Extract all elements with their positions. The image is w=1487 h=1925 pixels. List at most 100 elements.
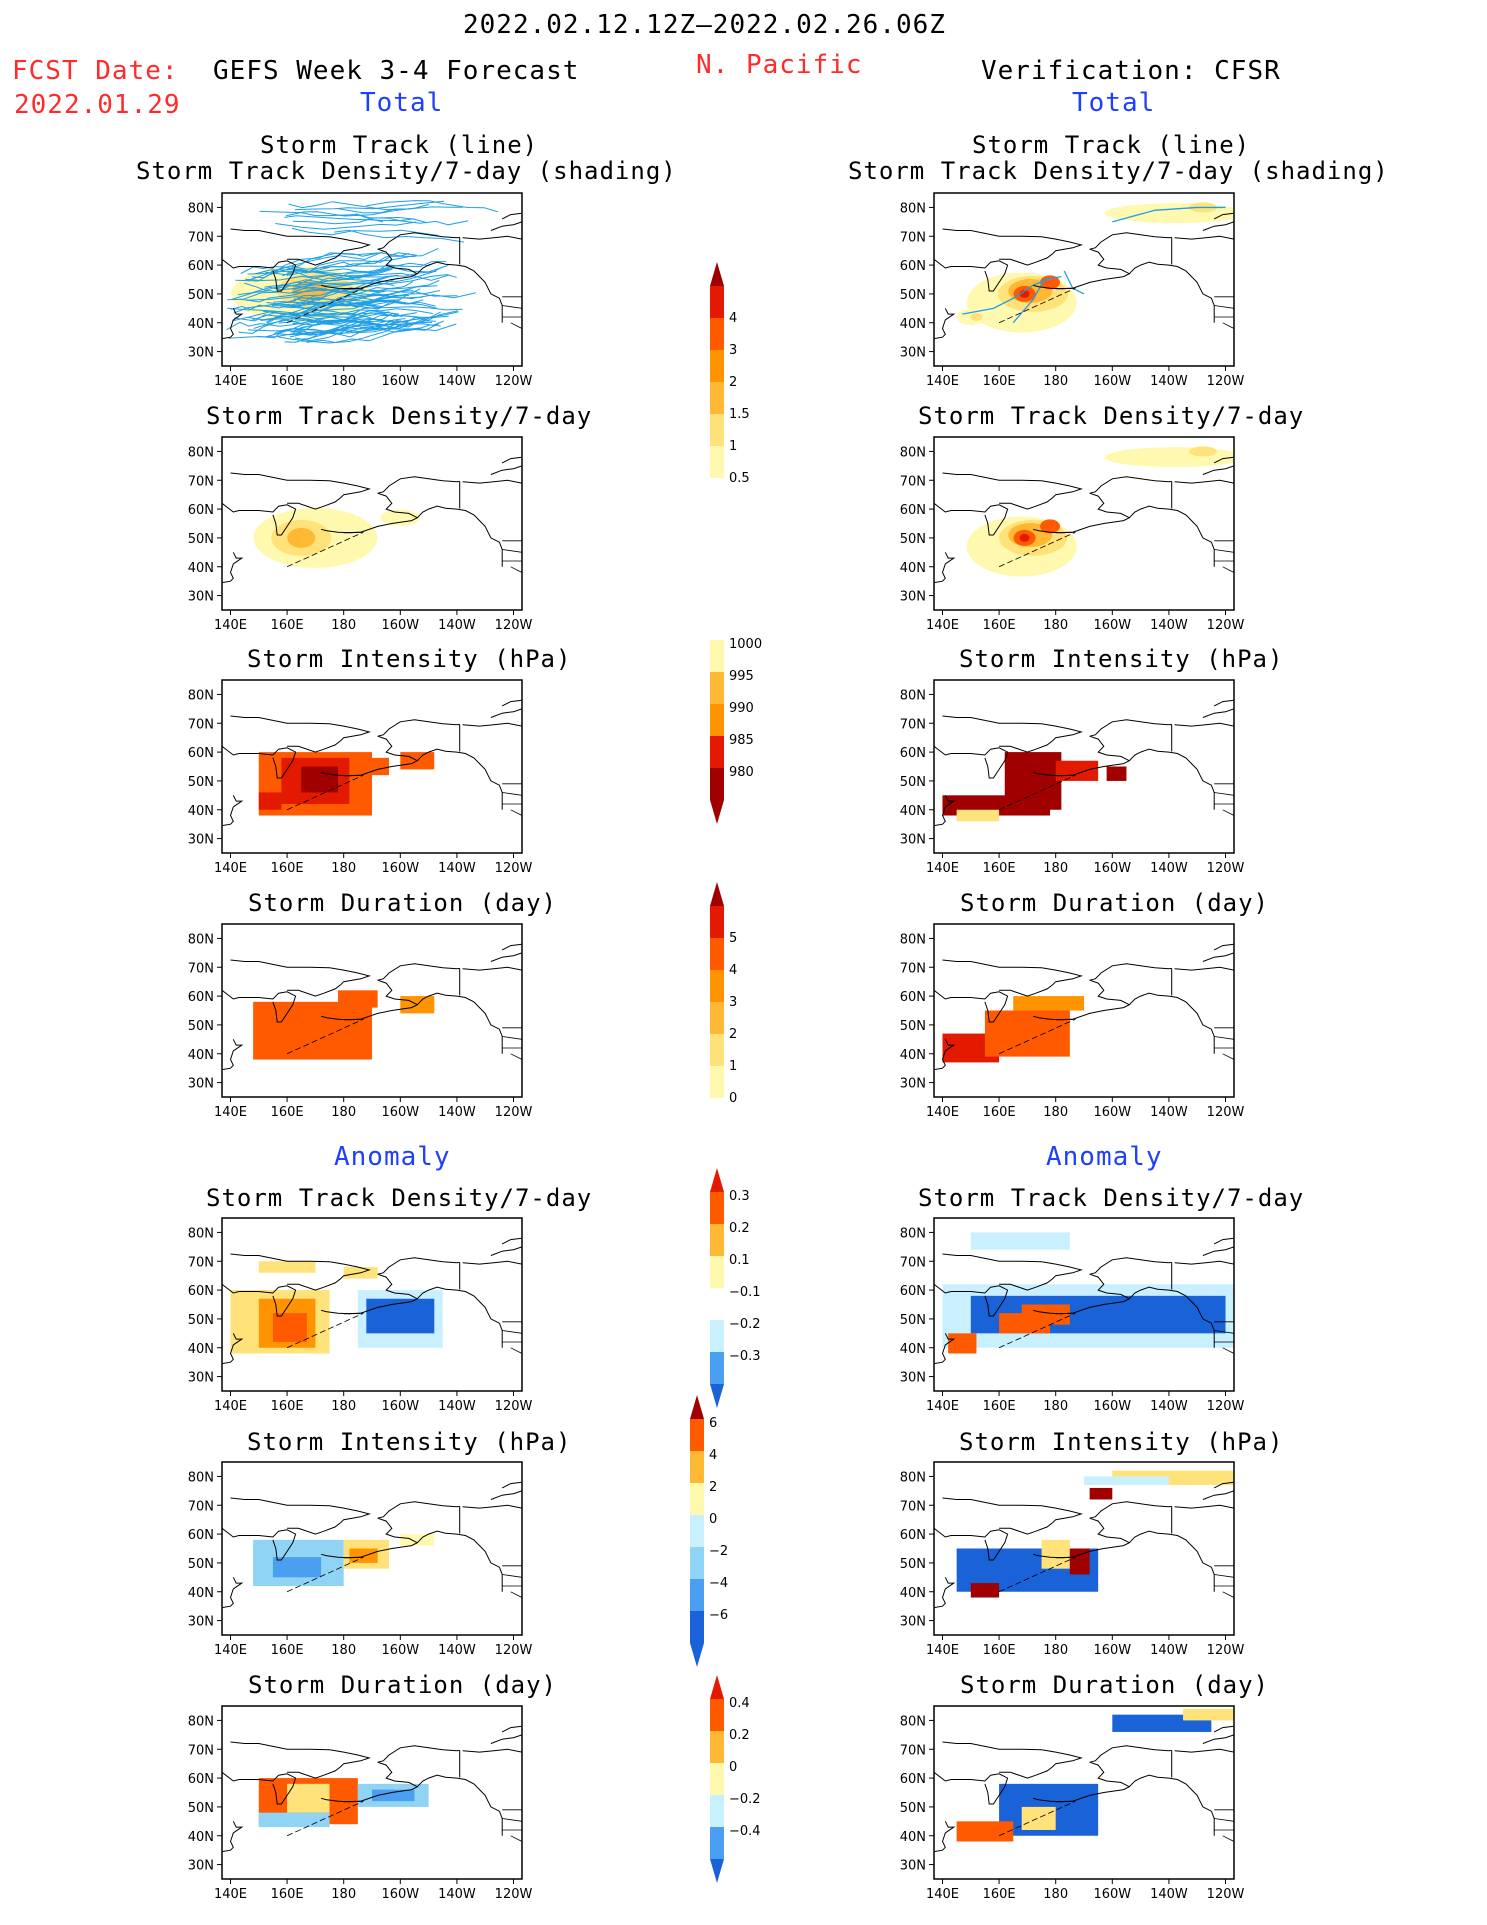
verification-title: Verification: CFSR	[981, 56, 1281, 86]
lat-tick-label: 70N	[188, 717, 214, 732]
colorbar-tick-label: 0	[729, 1091, 737, 1106]
lat-tick-label: 30N	[188, 1077, 214, 1092]
lon-tick-label: 160W	[1093, 374, 1131, 389]
colorbar-intensity-anomaly: 6 4 2 0 −2 −4 −6	[690, 1395, 780, 1681]
lat-tick-label: 70N	[900, 717, 926, 732]
lat-tick-label: 30N	[900, 1077, 926, 1092]
lon-tick-label: 180	[1043, 1105, 1068, 1120]
lat-tick-label: 70N	[188, 1499, 214, 1514]
colorbar-tick-label: 1.5	[729, 407, 750, 422]
lat-tick-label: 40N	[188, 1586, 214, 1601]
lon-tick-label: 160W	[1093, 1105, 1131, 1120]
lat-tick-label: 40N	[900, 1342, 926, 1357]
lat-tick-label: 50N	[188, 775, 214, 790]
colorbar-tick-label: 985	[729, 733, 754, 748]
colorbar-duration-total: 5 4 3 2 1 0	[710, 882, 800, 1112]
colorbar-tick-label: 2	[729, 375, 737, 390]
left-trackline-title-2: Storm Track Density/7-day (shading)	[136, 157, 677, 185]
lon-tick-label: 180	[1043, 1399, 1068, 1414]
lon-tick-label: 140E	[926, 618, 959, 633]
lon-tick-label: 120W	[495, 1643, 533, 1658]
lon-tick-label: 160W	[1093, 1887, 1131, 1902]
lat-tick-label: 70N	[900, 961, 926, 976]
colorbar-tick-label: 2	[729, 1027, 737, 1042]
lat-tick-label: 50N	[188, 1313, 214, 1328]
lat-tick-label: 50N	[900, 1557, 926, 1572]
lat-tick-label: 50N	[900, 1313, 926, 1328]
lat-tick-label: 30N	[900, 833, 926, 848]
lon-tick-label: 180	[331, 1643, 356, 1658]
lon-tick-label: 180	[1043, 374, 1068, 389]
lat-tick-label: 40N	[188, 1830, 214, 1845]
right-intensity-title: Storm Intensity (hPa)	[959, 645, 1284, 673]
colorbar-tick-label: 995	[729, 669, 754, 684]
lon-tick-label: 160W	[381, 1105, 419, 1120]
lon-tick-label: 140E	[214, 861, 247, 876]
lon-tick-label: 120W	[495, 1399, 533, 1414]
lat-tick-label: 60N	[900, 990, 926, 1005]
lat-tick-label: 60N	[188, 990, 214, 1005]
lat-tick-label: 50N	[188, 288, 214, 303]
lat-tick-label: 70N	[900, 1255, 926, 1270]
colorbar-tick-label: 4	[709, 1448, 717, 1463]
lat-tick-label: 80N	[900, 201, 926, 216]
colorbar-tick-label: 4	[729, 311, 737, 326]
colorbar-tick-label: 5	[729, 931, 737, 946]
colorbar-tick-label: 0.3	[729, 1189, 750, 1204]
lon-tick-label: 140W	[1150, 618, 1188, 633]
colorbar-tick-label: −0.2	[729, 1317, 761, 1332]
colorbar-tick-label: −0.4	[729, 1824, 761, 1839]
lat-tick-label: 40N	[188, 1048, 214, 1063]
lat-tick-label: 70N	[900, 230, 926, 245]
lat-tick-label: 40N	[900, 1830, 926, 1845]
lon-tick-label: 180	[331, 618, 356, 633]
lon-tick-label: 140W	[1150, 1105, 1188, 1120]
lon-tick-label: 180	[1043, 861, 1068, 876]
colorbar-tick-label: 3	[729, 343, 737, 358]
lat-tick-label: 60N	[188, 1772, 214, 1787]
lat-tick-label: 70N	[188, 961, 214, 976]
lat-tick-label: 30N	[188, 346, 214, 361]
left-duration-map: 80N 70N 60N 50N 40N 30N 140E 160E 180 160W 140W 120…	[188, 923, 532, 1125]
lon-tick-label: 140E	[926, 1643, 959, 1658]
lat-tick-label: 30N	[188, 1371, 214, 1386]
left-anom-duration-title: Storm Duration (day)	[248, 1671, 557, 1699]
lon-tick-label: 120W	[495, 1105, 533, 1120]
lat-tick-label: 60N	[900, 503, 926, 518]
lat-tick-label: 60N	[188, 1528, 214, 1543]
lat-tick-label: 60N	[900, 1528, 926, 1543]
left-intensity-title: Storm Intensity (hPa)	[247, 645, 572, 673]
lat-tick-label: 40N	[900, 1048, 926, 1063]
lat-tick-label: 50N	[900, 1019, 926, 1034]
right-anom-density-map: 80N 70N 60N 50N 40N 30N 140E 160E 180 160W 140W 120…	[900, 1217, 1244, 1419]
lon-tick-label: 160E	[983, 374, 1016, 389]
lon-tick-label: 140W	[438, 1105, 476, 1120]
left-total-label: Total	[360, 88, 444, 118]
colorbar-tick-label: 3	[729, 995, 737, 1010]
lat-tick-label: 80N	[188, 1714, 214, 1729]
lon-tick-label: 140W	[438, 861, 476, 876]
lon-tick-label: 160E	[983, 618, 1016, 633]
lat-tick-label: 40N	[188, 561, 214, 576]
lon-tick-label: 180	[331, 1399, 356, 1414]
lat-tick-label: 60N	[900, 746, 926, 761]
left-anom-intensity-title: Storm Intensity (hPa)	[247, 1428, 572, 1456]
lat-tick-label: 60N	[188, 1284, 214, 1299]
lat-tick-label: 70N	[188, 1743, 214, 1758]
lat-tick-label: 60N	[188, 259, 214, 274]
left-intensity-map: 80N 70N 60N 50N 40N 30N 140E 160E 180 160W 140W 120…	[188, 679, 532, 881]
lon-tick-label: 160E	[271, 1105, 304, 1120]
lon-tick-label: 180	[331, 1887, 356, 1902]
right-anom-density-title: Storm Track Density/7-day	[918, 1184, 1305, 1212]
colorbar-tick-label: 990	[729, 701, 754, 716]
lat-tick-label: 80N	[900, 1714, 926, 1729]
right-density-map: 80N 70N 60N 50N 40N 30N 140E 160E 180 160W 140W 120…	[900, 436, 1244, 638]
lat-tick-label: 60N	[188, 746, 214, 761]
region-title: N. Pacific	[696, 50, 863, 80]
lon-tick-label: 160E	[983, 1643, 1016, 1658]
lon-tick-label: 140W	[438, 374, 476, 389]
colorbar-tick-label: 1000	[729, 637, 762, 652]
lat-tick-label: 40N	[188, 317, 214, 332]
lat-tick-label: 40N	[900, 561, 926, 576]
colorbar-tick-label: 0	[709, 1512, 717, 1527]
